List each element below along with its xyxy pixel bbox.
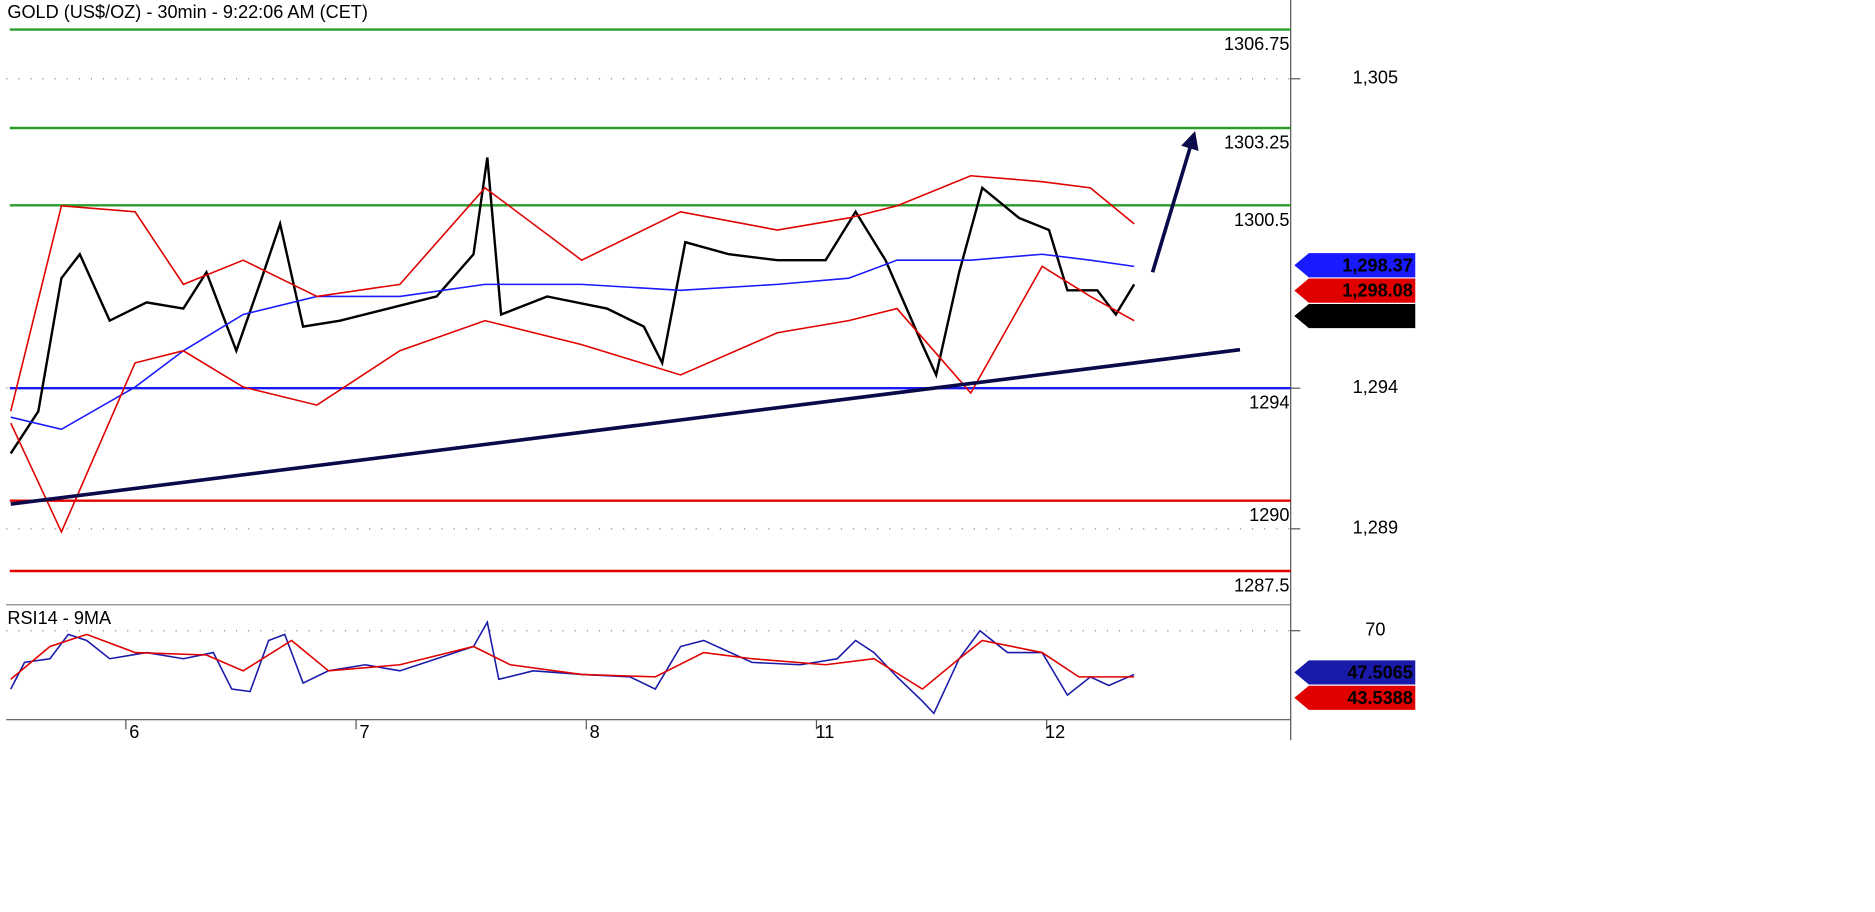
chart-title: GOLD (US$/OZ) - 30min - 9:22:06 AM (CET) [7, 2, 368, 22]
series-line [9, 174, 1135, 412]
x-tick-label: 8 [590, 722, 600, 742]
series-line [10, 633, 1135, 691]
y-tick-label: 1,294 [1353, 377, 1398, 397]
price-tag [1294, 303, 1416, 329]
y-tick-label: 70 [1365, 620, 1385, 640]
level-label: 1303.25 [1224, 133, 1290, 153]
price-tag-label: 1,298.37 [1342, 255, 1413, 275]
x-tick-label: 7 [359, 722, 369, 742]
price-tag [1294, 660, 1416, 685]
series-line [10, 265, 1135, 534]
series-line [10, 253, 1135, 431]
trendline [10, 347, 1241, 506]
rsi-title: RSI14 - 9MA [7, 608, 112, 628]
price-tag-label: 47.5065 [1347, 662, 1413, 682]
level-label: 1294 [1249, 393, 1289, 413]
y-tick-label: 1,305 [1353, 68, 1398, 88]
x-tick-label: 6 [129, 722, 139, 742]
price-tag [1294, 685, 1416, 710]
price-tag-label: 43.5388 [1347, 688, 1413, 708]
series-line [9, 157, 1136, 455]
price-tag [1294, 253, 1416, 278]
x-tick-label: 12 [1045, 722, 1065, 742]
level-label: 1287.5 [1234, 576, 1289, 596]
level-label: 1290 [1249, 505, 1289, 525]
x-tick-label: 11 [816, 722, 835, 742]
series-line [10, 619, 1135, 715]
level-label: 1300.5 [1234, 210, 1289, 230]
price-tag-label: 1,298.08 [1342, 281, 1413, 301]
level-label: 1306.75 [1224, 34, 1290, 54]
y-tick-label: 1,289 [1353, 518, 1398, 538]
price-tag [1294, 278, 1416, 303]
arrow [1150, 131, 1199, 273]
price-tag-label: 1,297.88 [1342, 306, 1413, 326]
